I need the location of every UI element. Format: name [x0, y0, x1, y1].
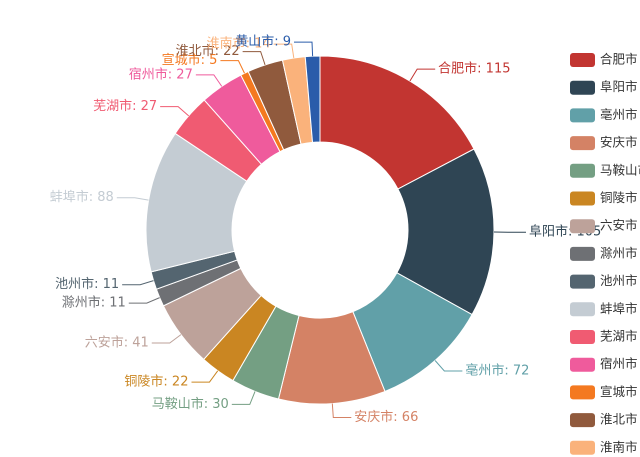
- legend-swatch: [570, 357, 595, 372]
- slice-7-leader-line: [128, 297, 160, 304]
- legend-label: 六安市: [600, 218, 638, 233]
- legend-swatch: [570, 191, 595, 206]
- slice-11-leader-line: [195, 74, 223, 87]
- legend-swatch: [570, 53, 595, 67]
- legend-swatch: [570, 219, 595, 234]
- legend-label: 阜阳市: [600, 79, 638, 94]
- slice-8-leader-line: [122, 280, 154, 286]
- legend-item-9[interactable]: 蚌埠市: [570, 301, 638, 317]
- slice-15-arc[interactable]: [304, 55, 321, 143]
- legend-label: 滁州市: [600, 245, 638, 260]
- slice-2-leader-line: [434, 360, 463, 372]
- legend-item-12[interactable]: 宣城市: [570, 384, 638, 400]
- slice-7-label: 滁州市: 11: [62, 295, 126, 311]
- slice-14-leader-line: [273, 43, 295, 59]
- slice-2-label: 亳州市: 72: [465, 362, 529, 378]
- slice-3-leader-line: [331, 403, 352, 419]
- slice-9-label: 蚌埠市: 88: [50, 189, 114, 205]
- legend-swatch: [570, 80, 595, 95]
- legend-label: 合肥市: [600, 52, 638, 67]
- slice-15-label: 黄山市: 9: [235, 34, 291, 50]
- slice-10-leader-line: [160, 106, 190, 117]
- slice-15-leader-line: [294, 41, 314, 57]
- legend-label: 池州市: [600, 273, 638, 288]
- legend-label: 宣城市: [600, 384, 638, 399]
- legend-item-10[interactable]: 芜湖市: [570, 329, 638, 345]
- legend-item-4[interactable]: 马鞍山市: [570, 162, 640, 178]
- legend-item-8[interactable]: 池州市: [570, 273, 638, 289]
- slice-0-label: 合肥市: 115: [438, 61, 510, 77]
- legend-swatch: [570, 330, 595, 344]
- legend-label: 芜湖市: [600, 329, 638, 344]
- slice-6-label: 六安市: 41: [85, 335, 149, 351]
- slice-6-leader-line: [151, 334, 182, 344]
- slice-4-label: 马鞍山市: 30: [152, 396, 229, 412]
- slice-5-label: 铜陵市: 22: [124, 374, 188, 390]
- legend-label: 蚌埠市: [600, 301, 638, 316]
- legend-item-2[interactable]: 亳州市: [570, 107, 638, 123]
- legend-item-6[interactable]: 六安市: [570, 218, 638, 234]
- legend-label: 亳州市: [600, 107, 638, 122]
- legend-item-14[interactable]: 淮南市: [570, 439, 638, 455]
- slice-4-leader-line: [231, 391, 256, 405]
- slice-8-label: 池州市: 11: [55, 276, 119, 292]
- slice-13-label: 淮北市: 22: [176, 43, 240, 59]
- legend-swatch: [570, 136, 595, 151]
- legend-item-13[interactable]: 淮北市: [570, 412, 638, 428]
- legend-item-0[interactable]: 合肥市: [570, 52, 638, 68]
- slice-5-leader-line: [191, 370, 219, 383]
- legend-item-7[interactable]: 滁州市: [570, 245, 638, 261]
- legend-swatch: [570, 163, 595, 178]
- legend-item-3[interactable]: 安庆市: [570, 135, 638, 151]
- legend-label: 马鞍山市: [600, 162, 640, 177]
- slice-14-label: 淮南市: 14: [207, 36, 271, 52]
- legend-label: 淮北市: [600, 412, 638, 427]
- legend-swatch: [570, 413, 595, 428]
- legend-label: 宿州市: [600, 356, 638, 371]
- legend-swatch: [570, 385, 595, 400]
- legend-swatch: [570, 246, 595, 261]
- slice-3-label: 安庆市: 66: [354, 409, 418, 425]
- legend: 合肥市阜阳市亳州市安庆市马鞍山市铜陵市六安市滁州市池州市蚌埠市芜湖市宿州市宣城市…: [570, 52, 640, 455]
- leader-lines-group: [116, 41, 526, 419]
- legend-label: 安庆市: [600, 135, 638, 150]
- legend-swatch: [570, 274, 595, 289]
- legend-swatch: [570, 440, 595, 455]
- slice-10-label: 芜湖市: 27: [93, 98, 157, 114]
- legend-swatch: [570, 108, 595, 123]
- legend-swatch: [570, 302, 595, 317]
- slice-12-label: 宣城市: 5: [162, 52, 218, 68]
- legend-item-11[interactable]: 宿州市: [570, 356, 638, 372]
- slice-12-leader-line: [220, 60, 245, 74]
- legend-item-1[interactable]: 阜阳市: [570, 79, 638, 95]
- slices-group: [145, 55, 495, 405]
- legend-item-5[interactable]: 铜陵市: [570, 190, 638, 206]
- legend-label: 淮南市: [600, 439, 638, 454]
- slice-9-leader-line: [116, 197, 149, 201]
- slice-0-arc[interactable]: [319, 55, 475, 190]
- slice-13-leader-line: [242, 51, 266, 66]
- legend-label: 铜陵市: [600, 190, 638, 205]
- slice-11-label: 宿州市: 27: [129, 66, 193, 82]
- slice-0-leader-line: [409, 68, 436, 82]
